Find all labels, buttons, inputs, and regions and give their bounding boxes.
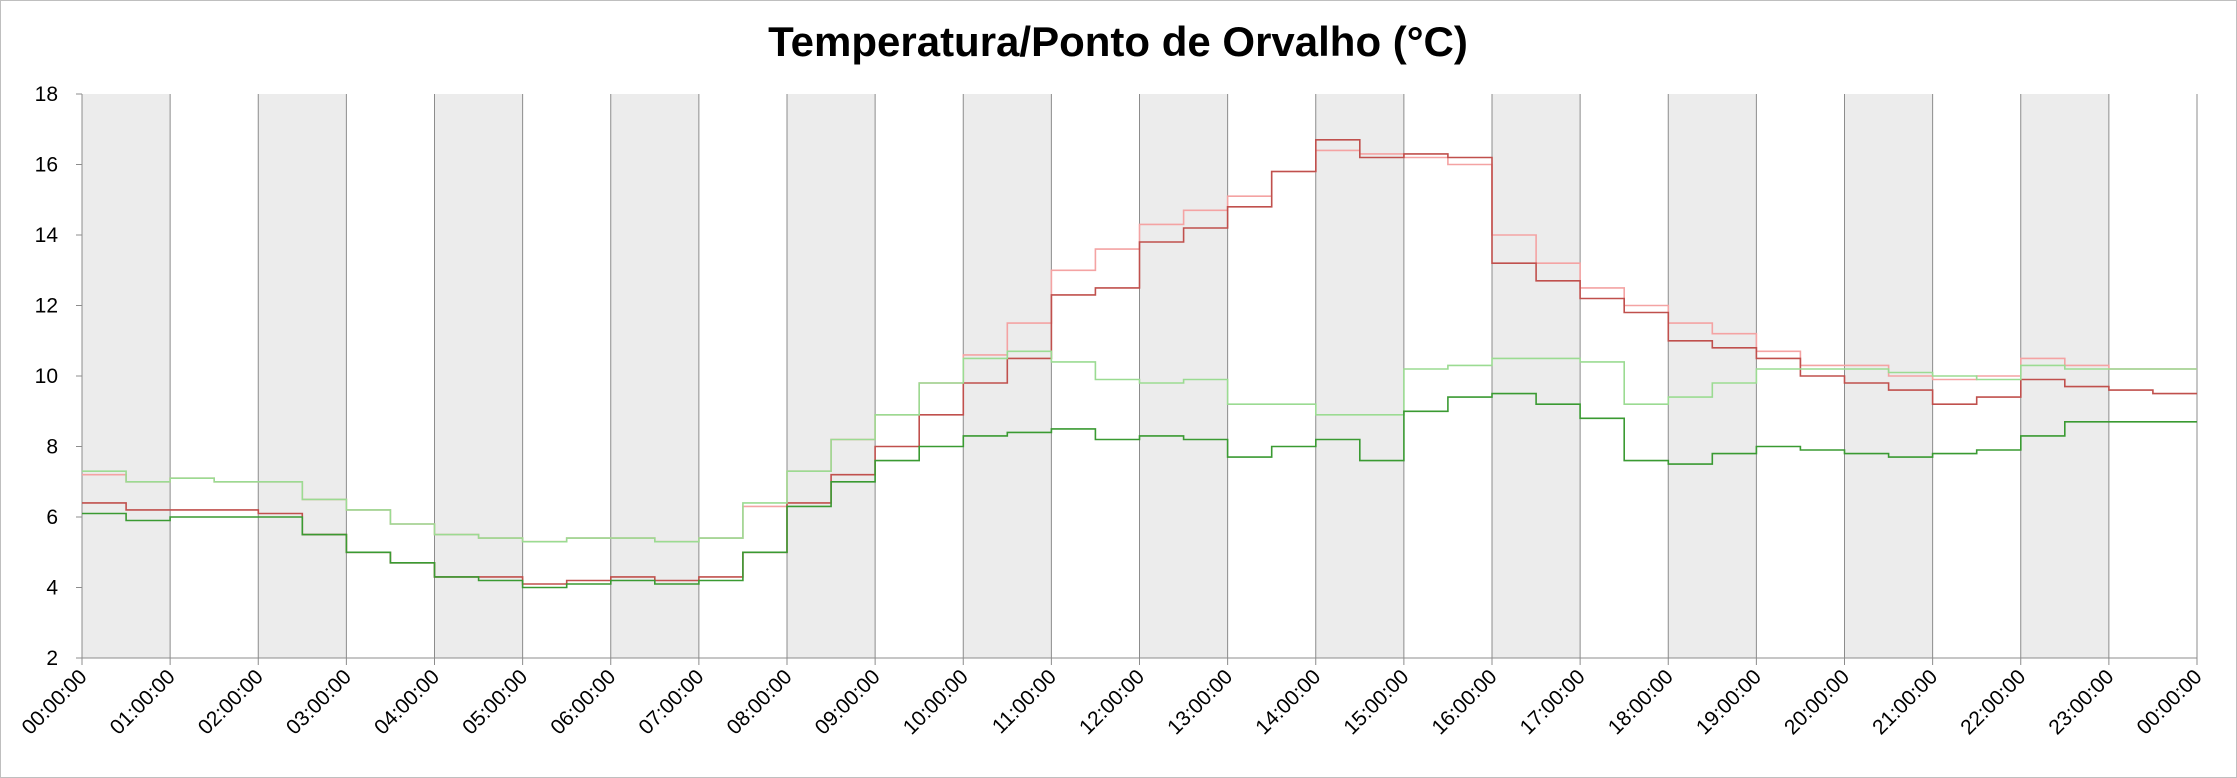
hour-band xyxy=(2020,94,2109,658)
x-tick-label: 13:00:00 xyxy=(1163,665,1237,739)
x-tick-label: 22:00:00 xyxy=(1956,665,2030,739)
x-tick-label: 15:00:00 xyxy=(1339,665,1413,739)
x-tick-label: 12:00:00 xyxy=(1075,665,1149,739)
x-tick-label: 20:00:00 xyxy=(1780,665,1854,739)
x-tick-label: 00:00:00 xyxy=(17,665,91,739)
series-lines xyxy=(82,139,2197,589)
y-tick-label: 14 xyxy=(35,224,59,247)
y-tick-label: 4 xyxy=(46,577,58,600)
x-tick-label: 14:00:00 xyxy=(1251,665,1325,739)
x-tick-label: 11:00:00 xyxy=(988,665,1061,738)
y-tick-label: 18 xyxy=(35,83,58,106)
hour-bands xyxy=(82,94,2109,658)
y-tick-label: 12 xyxy=(35,295,58,318)
y-tick-label: 10 xyxy=(35,365,58,388)
x-tick-label: 19:00:00 xyxy=(1692,665,1766,739)
chart-title: Temperatura/Ponto de Orvalho (°C) xyxy=(768,18,1468,65)
x-tick-label: 04:00:00 xyxy=(370,665,444,739)
y-tick-label: 8 xyxy=(46,436,58,459)
series-line-4 xyxy=(82,392,2197,589)
x-tick-label: 09:00:00 xyxy=(811,665,885,739)
x-tick-label: 16:00:00 xyxy=(1427,665,1501,739)
x-tick-label: 01:00:00 xyxy=(106,665,180,739)
x-tick-label: 03:00:00 xyxy=(282,665,356,739)
x-tick-label: 23:00:00 xyxy=(2044,665,2118,739)
hour-band xyxy=(1315,94,1404,658)
x-tick-label: 18:00:00 xyxy=(1604,665,1678,739)
hour-band xyxy=(610,94,699,658)
hour-band xyxy=(1139,94,1228,658)
hour-band xyxy=(1492,94,1581,658)
x-tick-label: 08:00:00 xyxy=(722,665,796,739)
y-tick-label: 6 xyxy=(46,506,58,529)
hour-band xyxy=(258,94,347,658)
axes xyxy=(76,93,2197,659)
x-tick-label: 05:00:00 xyxy=(458,665,532,739)
series-line-3 xyxy=(82,350,2197,543)
x-tick-label: 07:00:00 xyxy=(634,665,708,739)
hour-band xyxy=(787,94,876,658)
y-tick-label: 16 xyxy=(35,154,58,177)
hour-band xyxy=(82,94,171,658)
y-tick-label: 2 xyxy=(46,647,58,670)
x-tick-label: 17:00:00 xyxy=(1516,665,1590,739)
x-tick-label: 06:00:00 xyxy=(546,665,620,739)
hour-band xyxy=(1668,94,1757,658)
x-tick-label: 21:00:00 xyxy=(1868,665,1942,739)
x-tick-labels: 00:00:00 01:00:00 02:00:00 03:00:00 04:00:00… xyxy=(17,665,2206,739)
hour-band xyxy=(434,94,523,658)
x-tick-label: 10:00:00 xyxy=(899,665,973,739)
y-tick-labels: 2 4 6 8 10 12 14 16 18 xyxy=(35,83,59,670)
x-tick-label: 00:00:00 xyxy=(2132,665,2206,739)
x-tick-label: 02:00:00 xyxy=(194,665,268,739)
series-line-2 xyxy=(82,139,2197,585)
